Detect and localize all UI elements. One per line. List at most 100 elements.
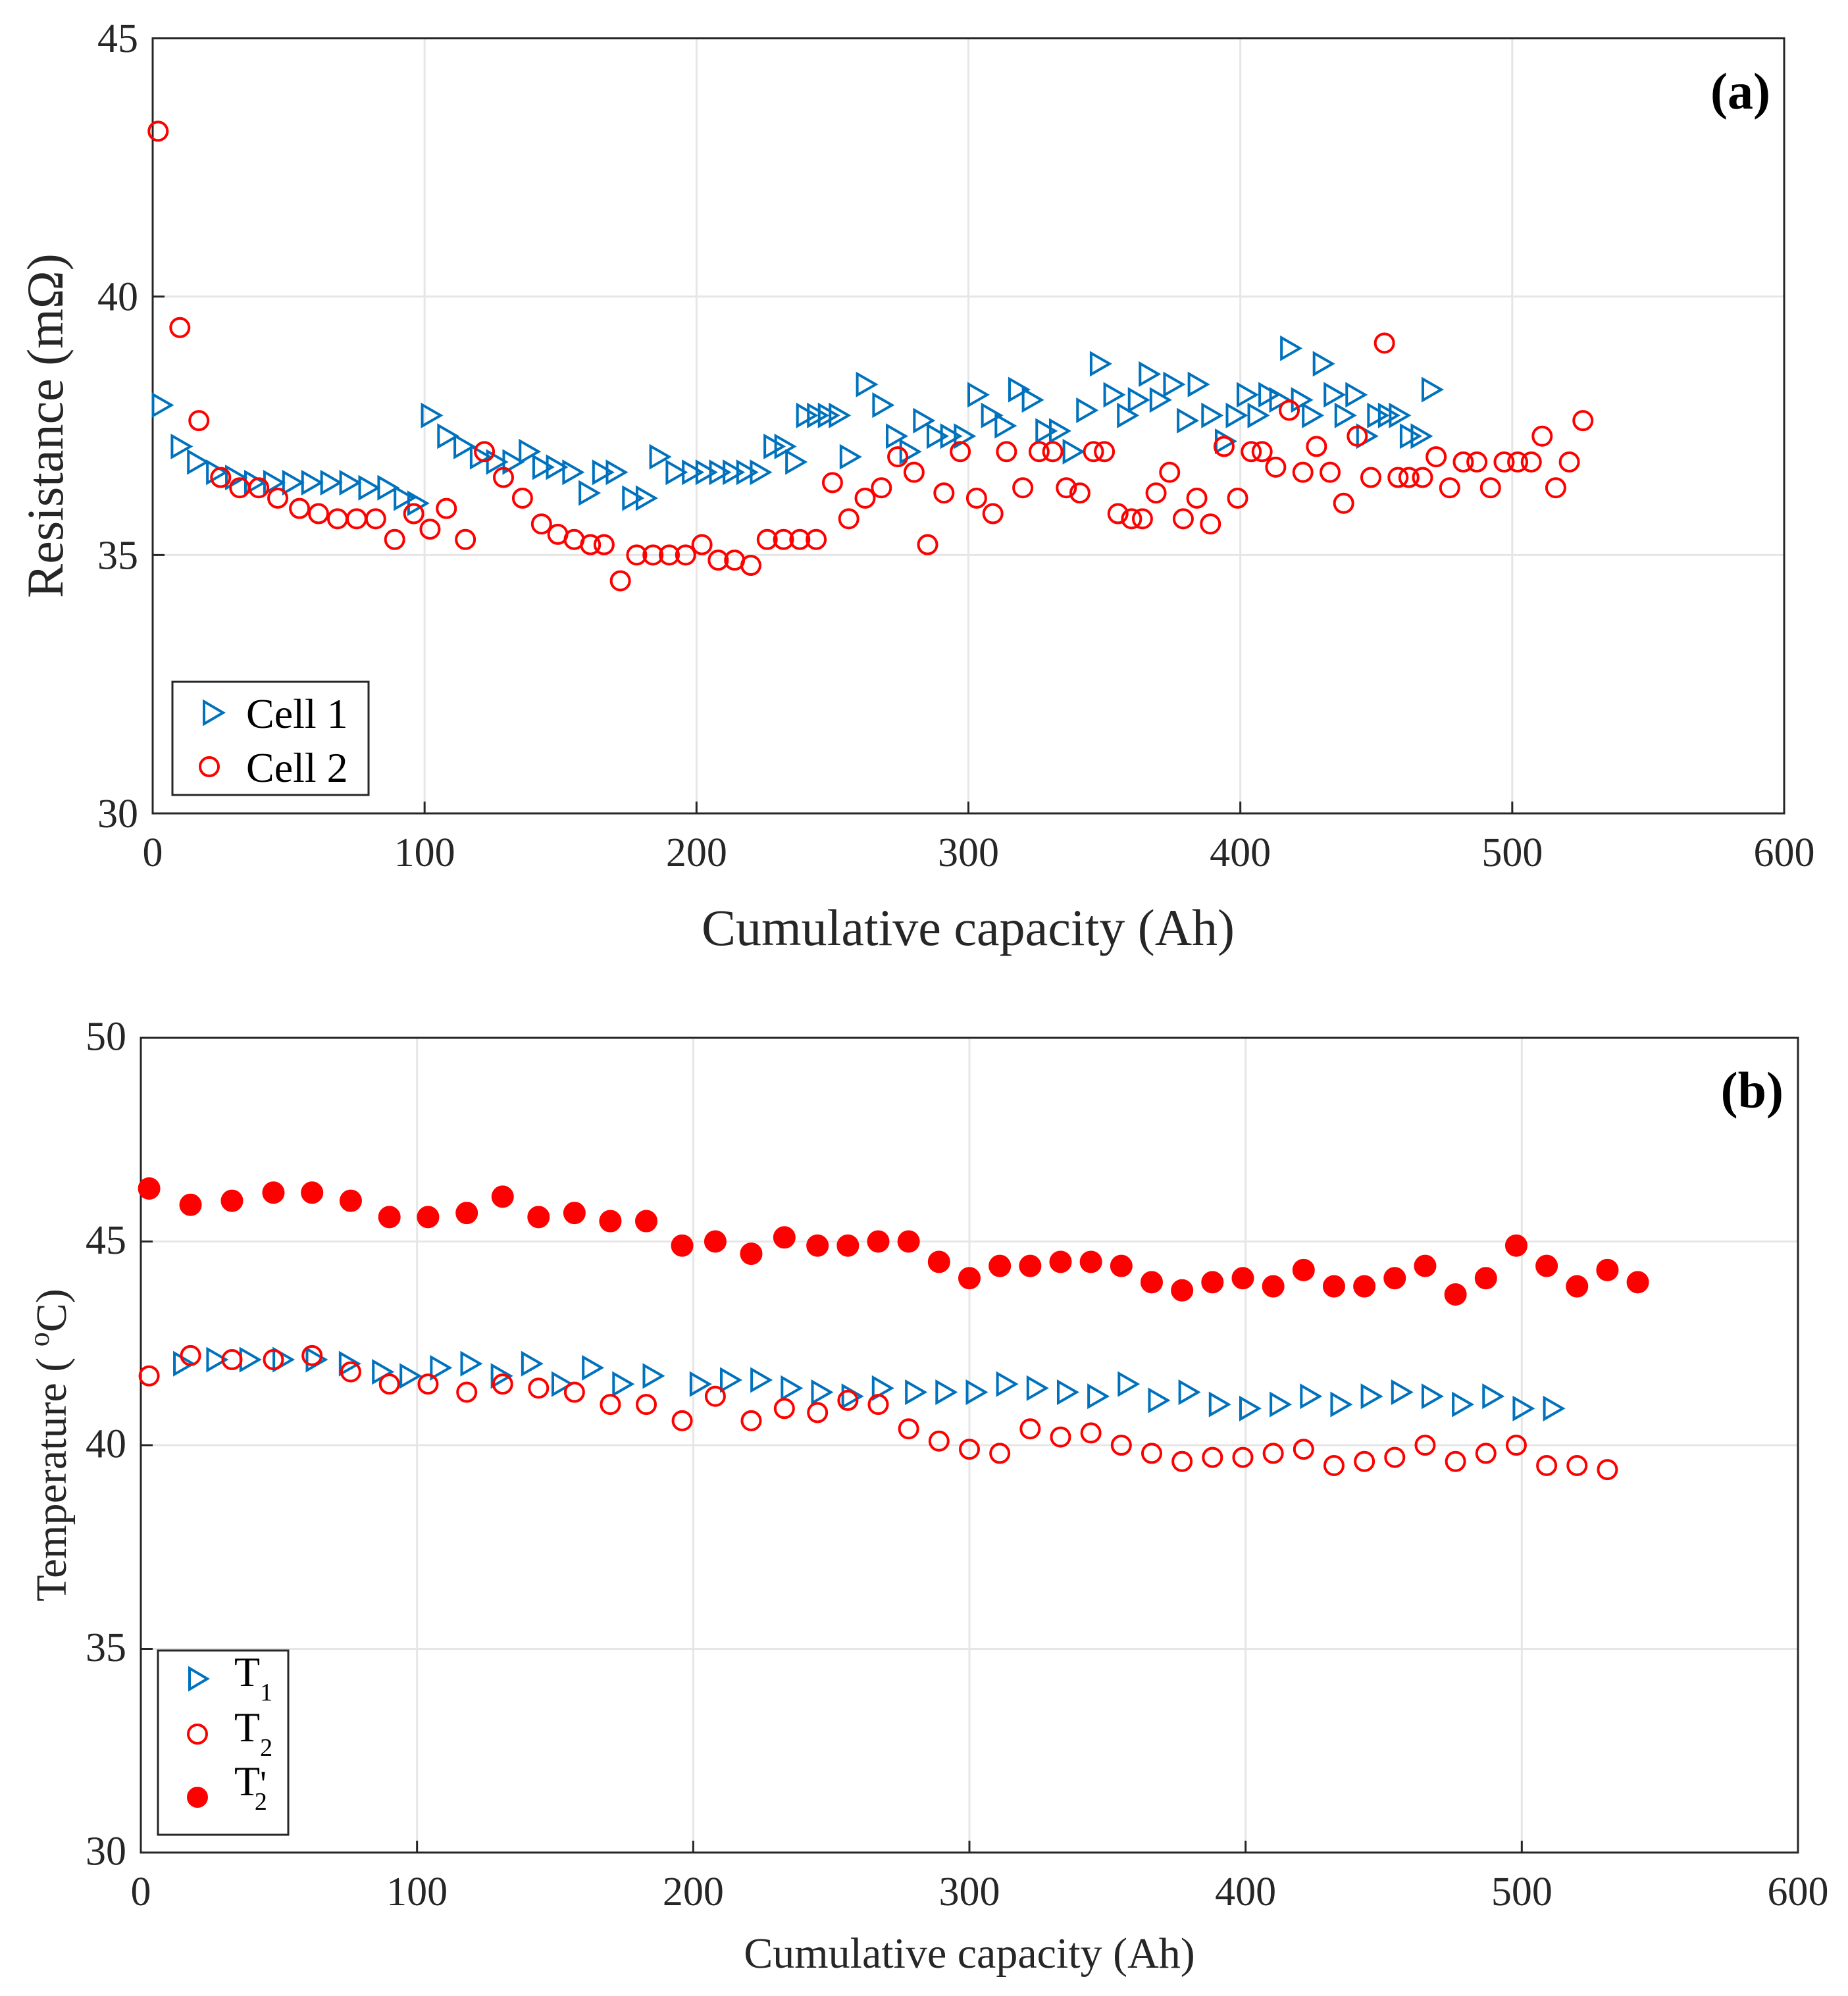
chart-a-xtick-label: 200 <box>666 831 727 875</box>
chart-a-series2-point <box>365 508 386 530</box>
chart-a-series1-point <box>1334 402 1357 428</box>
chart-a-series2-point <box>1292 461 1314 483</box>
chart-a-series2-point <box>871 477 892 499</box>
chart-b-series2-point <box>1566 1454 1588 1476</box>
chart-a-series2-point <box>789 528 811 550</box>
chart-b-series2-point <box>1475 1443 1497 1464</box>
chart-a-series2-point <box>1466 451 1488 473</box>
chart-b-series1-point <box>399 1363 423 1389</box>
chart-b-series3-point <box>1383 1267 1406 1290</box>
chart-b-series3-point <box>1019 1254 1042 1277</box>
chart-a-xtick-label: 600 <box>1754 831 1815 875</box>
chart-b-series1-point <box>719 1367 743 1393</box>
chart-a-series2-point <box>436 498 457 519</box>
chart-a-series2-point <box>1439 477 1460 499</box>
chart-a-series2-point <box>147 120 169 142</box>
chart-a-series1-point <box>750 459 773 486</box>
chart-a-series2-point <box>1398 467 1420 488</box>
chart-b-series3-point <box>339 1189 362 1212</box>
chart-b-series1-point <box>750 1367 773 1393</box>
chart-b-series3-point <box>806 1234 829 1257</box>
chart-b-series1-point <box>1360 1383 1383 1410</box>
chart-a-series1-point <box>301 469 324 496</box>
chart-a-series1-point <box>532 454 555 480</box>
chart-b-series2-point <box>1293 1439 1314 1460</box>
chart-b-series3-point <box>262 1181 285 1204</box>
chart-a-series1-point <box>1356 423 1379 449</box>
chart-a-series1-point <box>225 464 248 491</box>
chart-b-series1-point <box>905 1379 928 1406</box>
chart-a-series1-point <box>562 459 585 486</box>
chart-a-series1-point <box>709 459 732 486</box>
chart-a-series2-point <box>530 513 552 535</box>
chart-b-xtick-label: 600 <box>1768 1870 1829 1914</box>
chart-a-series2-point <box>887 446 909 468</box>
chart-a-series2-point <box>511 487 533 509</box>
legend-t2p-label: T'2 <box>234 1758 267 1816</box>
chart-b-series3-point <box>740 1242 763 1266</box>
chart-a-series2-point <box>1558 451 1580 473</box>
chart-a: 0 100 200 300 400 500 600 30 35 40 45 (a) Cumulati… <box>16 16 1815 956</box>
chart-a-series1-point <box>263 469 286 496</box>
chart-a-series2-point <box>267 487 289 509</box>
chart-b-series3-point <box>1626 1271 1649 1294</box>
chart-b-series1-point <box>1178 1379 1201 1406</box>
chart-b-series2-point <box>959 1439 980 1460</box>
chart-b-series2-point <box>492 1373 513 1395</box>
chart-b-series3-point <box>563 1202 586 1225</box>
chart-a-series2-point <box>1479 477 1501 499</box>
chart-a-series1-point <box>872 392 895 419</box>
chart-a-series2-point <box>492 467 514 488</box>
chart-a-series2-point <box>1083 441 1104 463</box>
chart-a-series2-point <box>626 544 648 566</box>
chart-b-xtick-label: 400 <box>1215 1870 1276 1914</box>
chart-b-series2-point <box>740 1410 762 1431</box>
chart-b-series1-point <box>1391 1379 1414 1406</box>
chart-b-legend-box <box>157 1649 290 1836</box>
chart-a-series2-point <box>1251 441 1273 463</box>
chart-b-series2-point <box>1050 1426 1071 1448</box>
chart-b-series3-point <box>1566 1275 1589 1298</box>
chart-a-series1-point <box>839 444 862 470</box>
chart-b-series2-point <box>867 1394 889 1416</box>
chart-b-series3-point <box>671 1234 694 1257</box>
chart-a-series1-point <box>1389 402 1412 428</box>
chart-a-series2-point <box>965 487 987 509</box>
chart-b-series1-point <box>871 1375 894 1401</box>
legend-t1-subscript: 1 <box>260 1679 272 1706</box>
chart-a-series1-point <box>981 402 1004 428</box>
chart-b-series3-point <box>1110 1254 1133 1277</box>
chart-a-series2-point <box>821 472 843 494</box>
chart-b-series1-point <box>935 1379 958 1406</box>
legend-t2-name: T <box>234 1704 260 1751</box>
chart-b-series1-point <box>582 1354 605 1381</box>
chart-a-series2-point <box>1241 441 1262 463</box>
chart-a-series2-point <box>474 441 496 463</box>
chart-b-series2-point <box>301 1344 323 1366</box>
chart-a-series2-point <box>1213 436 1235 457</box>
chart-b-series2-point <box>221 1349 243 1371</box>
chart-a-series2-point <box>384 528 405 550</box>
chart-b: 0 100 200 300 400 500 600 30 35 40 45 50 (b) Cumula… <box>23 1014 1829 1978</box>
chart-a-series2-point <box>1069 482 1091 504</box>
chart-a-series1-point <box>578 480 602 506</box>
chart-b-series2-point <box>1202 1446 1223 1468</box>
chart-b-ylabel: Temperature ( oC) <box>23 1289 76 1602</box>
chart-a-series2-point <box>773 528 794 550</box>
chart-a-xtick-label: 300 <box>938 831 999 875</box>
chart-b-series1-point <box>490 1363 513 1389</box>
chart-b-series2-point <box>180 1344 201 1366</box>
chart-b-markers <box>138 1177 1649 1481</box>
chart-a-series2-point <box>1145 482 1167 504</box>
chart-b-series1-point <box>689 1371 712 1397</box>
chart-b-series2-point <box>1019 1418 1041 1440</box>
chart-b-xlabel: Cumulative capacity (Ah) <box>744 1930 1194 1978</box>
chart-a-legend: Cell 1 Cell 2 <box>171 680 370 796</box>
chart-a-series1-point <box>649 444 672 470</box>
chart-b-series3-point <box>1171 1279 1194 1302</box>
chart-b-series2-point <box>456 1381 478 1403</box>
chart-b-series3-point <box>1322 1275 1345 1298</box>
chart-b-series1-point <box>460 1350 483 1377</box>
chart-a-series1-point <box>1048 418 1071 444</box>
chart-b-series2-point <box>1110 1435 1132 1456</box>
